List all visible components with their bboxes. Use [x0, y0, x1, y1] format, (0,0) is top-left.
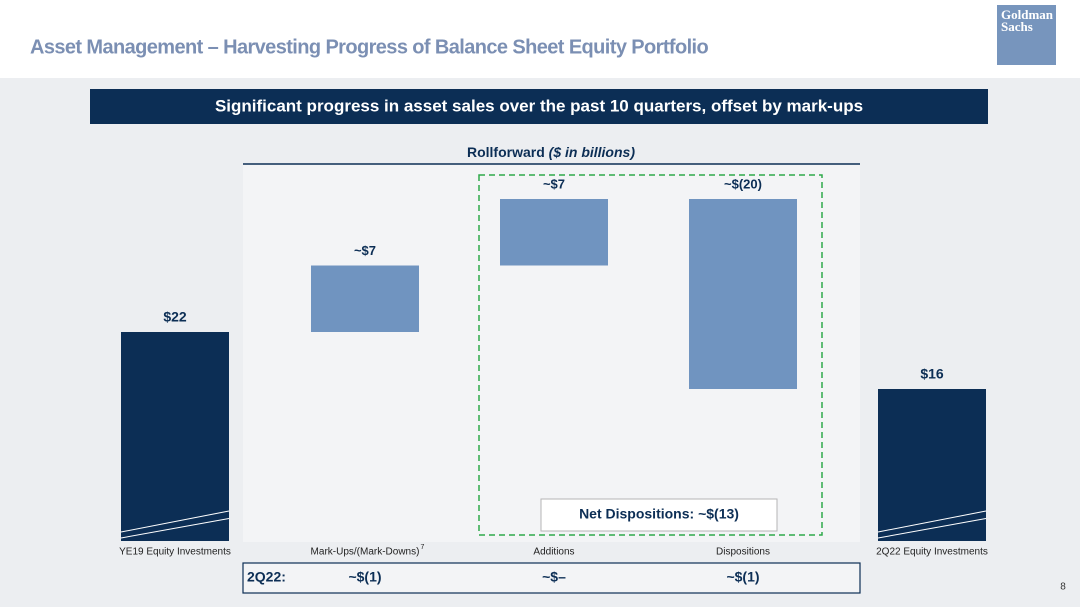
- bar: [878, 389, 986, 541]
- quarter-row-value: ~$–: [542, 569, 566, 585]
- value-label: $16: [920, 366, 944, 382]
- value-label: ~$7: [543, 176, 565, 191]
- quarter-row-label: 2Q22:: [247, 569, 286, 585]
- logo-text: Sachs: [1001, 19, 1033, 34]
- bar-stripe: [877, 518, 987, 539]
- annotation-box: [540, 498, 778, 532]
- value-label: $22: [163, 309, 187, 325]
- logo-text: Goldman: [1001, 7, 1054, 22]
- chart-title: Rollforward ($ in billions): [467, 144, 635, 160]
- quarter-row-box: [242, 562, 861, 594]
- bar-stripe: [877, 510, 987, 533]
- category-label: YE19 Equity Investments: [119, 547, 231, 558]
- bar: [500, 199, 608, 266]
- category-label: Additions: [533, 547, 574, 558]
- category-label: 2Q22 Equity Investments: [876, 547, 988, 558]
- bars: $22 YE19 Equity Investments ~$7 Mark-Ups/(M…: [119, 176, 988, 557]
- quarter-row-value: ~$(1): [348, 569, 381, 585]
- value-label: ~$7: [354, 243, 376, 258]
- bar-stripe: [120, 510, 230, 533]
- category-label: Dispositions: [716, 547, 770, 558]
- bar: [311, 265, 419, 332]
- annotation: Net Dispositions: ~$(13): [579, 506, 739, 522]
- bar: [689, 199, 797, 389]
- bar: [121, 332, 229, 541]
- quarter-row-value: ~$(1): [726, 569, 759, 585]
- bar-stripe: [120, 518, 230, 539]
- banner-text: Significant progress in asset sales over…: [215, 96, 863, 115]
- chart-title-units: ($ in billions): [549, 144, 636, 160]
- logo: [997, 5, 1056, 65]
- banner: [90, 89, 988, 124]
- slide-title: Asset Management – Harvesting Progress o…: [30, 36, 708, 58]
- category-label: Mark-Ups/(Mark-Downs): [311, 547, 420, 558]
- category-footnote: 7: [420, 544, 424, 551]
- highlight-box: [478, 174, 823, 536]
- chart-title-main: Rollforward: [467, 144, 545, 160]
- page-number: 8: [1060, 582, 1066, 593]
- header-band: [0, 0, 1080, 78]
- value-label: ~$(20): [724, 176, 762, 191]
